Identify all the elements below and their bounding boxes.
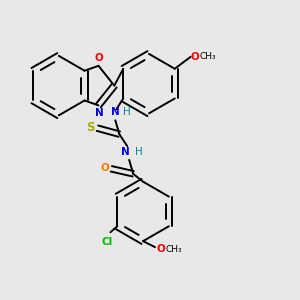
Text: CH₃: CH₃ bbox=[166, 244, 182, 253]
Text: CH₃: CH₃ bbox=[200, 52, 216, 62]
Text: Cl: Cl bbox=[102, 237, 113, 247]
Text: N: N bbox=[121, 147, 130, 157]
Text: O: O bbox=[157, 244, 166, 254]
Text: S: S bbox=[86, 121, 94, 134]
Text: N: N bbox=[111, 107, 120, 117]
Text: N: N bbox=[94, 108, 103, 118]
Text: H: H bbox=[123, 107, 131, 117]
Text: O: O bbox=[190, 52, 199, 62]
Text: O: O bbox=[94, 53, 103, 63]
Text: O: O bbox=[100, 163, 109, 173]
Text: H: H bbox=[135, 147, 143, 157]
